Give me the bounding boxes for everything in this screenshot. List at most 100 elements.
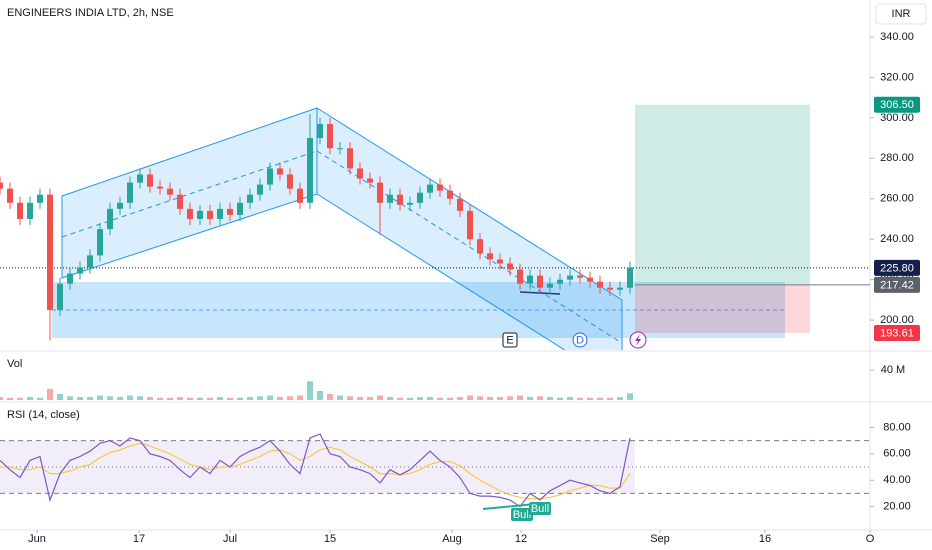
volume-tick-label: 40 M [881,364,905,376]
candle-body [367,178,373,183]
candle-body [407,202,413,205]
candle-body [337,148,343,150]
y-tick-label: 200.00 [880,314,914,326]
candle-body [287,174,293,189]
candle-body [97,229,103,256]
volume-bar [307,381,313,400]
price-label-box [874,96,920,113]
earnings-marker[interactable] [502,332,518,348]
candle-body [37,194,43,203]
bull-label: Bull [531,503,549,515]
volume-bar [387,397,393,400]
volume-bar [227,397,233,400]
volume-bar [167,397,173,400]
volume-bar [377,395,383,400]
price-label: 193.61 [880,327,914,339]
volume-bar [467,395,473,400]
x-tick-label: 16 [759,533,771,545]
currency-label[interactable]: INR [892,8,911,20]
candle-body [237,202,243,215]
x-tick-label: 17 [133,533,145,545]
volume-bar [447,397,453,400]
candle-body [607,287,613,290]
volume-bar [207,397,213,400]
volume-bar [567,397,573,400]
volume-pane [0,381,633,400]
candle-body [517,269,523,284]
candle-body [487,253,493,260]
candle-body [187,208,193,219]
volume-bar [157,397,163,400]
volume-bar [147,397,153,400]
candle-body [267,168,273,185]
volume-bar [497,397,503,400]
volume-bar [487,397,493,400]
candle-body [277,168,283,175]
candle-body [387,194,393,203]
volume-bar [67,396,73,400]
candle-body [157,186,163,189]
volume-legend: Vol [7,358,22,370]
rsi-tick-label: 20.00 [883,501,911,513]
volume-bar [597,397,603,400]
volume-bar [337,395,343,400]
y-tick-label: 260.00 [880,193,914,205]
candle-body [357,168,363,179]
volume-bar [627,393,633,400]
volume-bar [247,397,253,400]
volume-bar [137,396,143,400]
price-label-box [874,324,920,341]
volume-bar [507,396,513,400]
x-tick-label: O [866,533,875,545]
x-tick-label: 12 [515,533,527,545]
volume-bar [77,397,83,400]
volume-bar [347,396,353,400]
candle-body [117,202,123,209]
candle-body [417,192,423,203]
candle-body [167,188,173,195]
volume-bar [437,397,443,400]
volume-bar [327,394,333,400]
candle-body [27,202,33,219]
candle-body [567,275,573,280]
candle-body [397,194,403,205]
axes: 200.00220.00240.00260.00280.00300.00320.… [28,31,920,545]
candle-body [197,210,203,219]
stop-zone [635,284,810,333]
rsi-pane [0,433,870,508]
volume-bar [427,397,433,400]
bull-label-box [511,508,533,521]
volume-bar [547,397,553,400]
bull-label: Bull [513,509,531,521]
bull-label-box [529,502,551,515]
candle-body [447,190,453,199]
dividend-marker[interactable] [572,332,588,348]
volume-bar [357,397,363,400]
volume-bar [527,397,533,400]
candle-body [67,273,73,284]
y-tick-label: 300.00 [880,112,914,124]
candle-body [327,123,333,149]
candle-body [547,283,553,288]
candle-body [527,275,533,284]
volume-bar [177,397,183,400]
candle-body [317,123,323,139]
earnings-marker-label[interactable]: E [506,334,513,346]
volume-bar [477,396,483,400]
currency-button[interactable] [875,3,927,25]
y-tick-label: 340.00 [880,31,914,43]
candle-body [137,174,143,183]
candle-body [557,279,563,284]
candle-body [507,263,513,270]
volume-bar [267,395,273,400]
dividend-marker-label[interactable]: D [576,334,584,346]
volume-bar [257,396,263,400]
rsi-ma-line [0,442,631,500]
volume-bar [47,388,53,400]
volume-bar [407,397,413,400]
price-label-box [874,276,920,293]
lightning-icon [635,334,641,346]
volume-bar [237,397,243,400]
candle-body [217,208,223,219]
